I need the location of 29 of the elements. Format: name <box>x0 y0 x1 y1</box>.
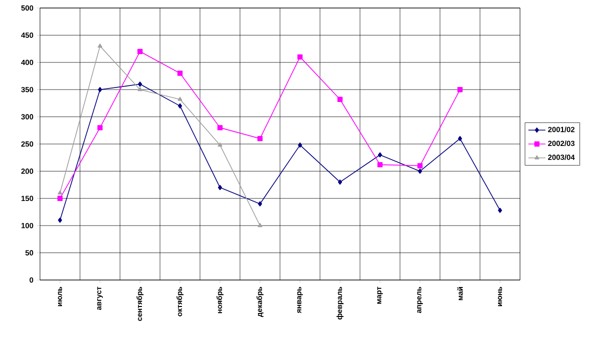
point <box>58 218 62 223</box>
point <box>418 168 422 174</box>
point <box>417 163 423 168</box>
point <box>298 142 302 148</box>
point <box>177 70 183 76</box>
point <box>377 162 383 168</box>
point <box>378 152 382 158</box>
point <box>137 48 143 54</box>
point <box>257 136 263 142</box>
point <box>457 87 463 92</box>
point <box>218 142 222 147</box>
point <box>178 103 182 109</box>
point <box>498 208 502 213</box>
point <box>138 87 142 92</box>
point <box>337 96 343 102</box>
point <box>218 184 222 190</box>
point <box>258 223 262 228</box>
point <box>338 179 342 185</box>
point <box>98 43 102 48</box>
point <box>217 125 223 130</box>
point <box>97 125 103 130</box>
point <box>258 201 262 206</box>
point <box>138 82 142 87</box>
point <box>98 87 102 92</box>
point <box>178 96 182 101</box>
point <box>57 196 63 201</box>
point <box>58 190 62 194</box>
point <box>458 136 462 142</box>
point <box>297 54 303 60</box>
